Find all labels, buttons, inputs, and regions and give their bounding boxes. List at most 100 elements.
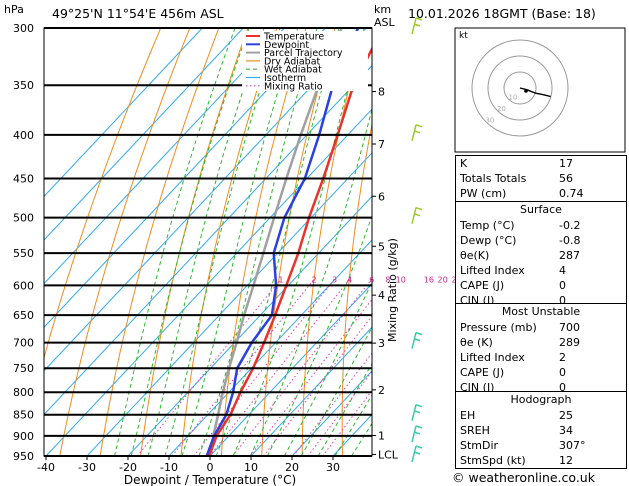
hodograph-unit: kt	[459, 31, 468, 41]
wind-barb-staff	[411, 17, 417, 35]
dry-adiabat-line	[44, 28, 162, 360]
x-tick-label: -20	[119, 461, 137, 474]
wet-adiabat-line	[334, 394, 372, 456]
isotherm-line	[44, 28, 203, 198]
km-tick-label: 5	[378, 240, 385, 253]
legend-entry: Isotherm	[264, 73, 306, 84]
x-axis-label: Dewpoint / Temperature (°C)	[124, 473, 296, 486]
wind-barb-staff	[411, 425, 417, 443]
surface-row: Dewp (°C) -0.8	[456, 233, 626, 248]
wind-barb	[411, 445, 423, 463]
wet-adiabat-line	[147, 28, 265, 456]
wet-adiabat-line	[317, 362, 372, 456]
mixing-ratio-label: 8	[385, 275, 390, 284]
wet-adiabat-line	[181, 28, 299, 456]
unstable-label: Pressure (mb)	[460, 321, 537, 334]
hodograph-label: StmSpd (kt)	[460, 454, 526, 467]
wind-barb-flag	[415, 17, 423, 21]
unstable-value: 0	[559, 381, 566, 394]
pressure-tick-label: 800	[13, 386, 34, 399]
wind-barb-staff	[411, 404, 417, 421]
index-row-totals: Totals Totals 56	[456, 171, 626, 186]
wind-barb-flag	[413, 23, 421, 27]
wind-barb	[411, 17, 423, 35]
pressure-tick-label: 650	[13, 309, 34, 322]
surface-label: Temp (°C)	[460, 219, 515, 232]
unstable-value: 0	[559, 366, 566, 379]
pressure-tick-label: 500	[13, 212, 34, 225]
wet-adiabat-line	[300, 326, 372, 456]
hodograph-ring-label: 10	[508, 94, 517, 102]
mixing-ratio-label: 10	[396, 275, 406, 284]
dry-adiabat-line	[180, 28, 278, 456]
wind-barb-flag	[413, 212, 421, 217]
km-tick-label: 3	[378, 337, 385, 350]
wet-adiabat-line	[283, 280, 372, 456]
mixing-ratio-label: 20	[438, 275, 448, 284]
unstable-value: 289	[559, 336, 580, 349]
wind-barb-flag	[415, 331, 423, 336]
legend-entry: Dewpoint	[264, 40, 309, 51]
wind-barb-staff	[411, 445, 417, 463]
mixing-ratio-label: 1	[278, 275, 283, 284]
wind-barb-flag	[415, 403, 423, 408]
wind-barb-flag	[413, 337, 421, 342]
km-tick-label: LCL	[378, 448, 399, 461]
km-tick-label: 7	[378, 138, 385, 151]
hodograph-title: Hodograph	[510, 393, 572, 406]
wind-barb	[411, 403, 423, 421]
location-title: 49°25'N 11°54'E 456m ASL	[52, 6, 224, 21]
indices-table: K 17 Totals Totals 56 PW (cm) 0.74	[455, 155, 627, 202]
index-tt-value: 56	[559, 172, 573, 185]
unstable-label: θe (K)	[460, 336, 493, 349]
surface-value: -0.8	[559, 234, 581, 247]
mixing-ratio-label: 4	[347, 275, 352, 284]
km-tick-label: 6	[378, 190, 385, 203]
legend-box	[242, 31, 368, 91]
temperature-line	[208, 46, 372, 456]
surface-value: 0	[559, 279, 566, 292]
unstable-row: Pressure (mb) 700	[456, 320, 626, 335]
datetime-title: 10.01.2026 18GMT (Base: 18)	[408, 6, 596, 21]
dry-adiabat-line	[419, 28, 452, 456]
hodograph-ring	[487, 55, 553, 121]
isotherm-line	[44, 28, 326, 329]
index-row-k: K 17	[456, 156, 626, 171]
pressure-tick-label: 550	[13, 247, 34, 260]
wind-barb-flag	[415, 445, 423, 449]
surface-value: 4	[559, 264, 566, 277]
hodograph-table: Hodograph EH 25 SREH 34 StmDir 307° StmSpd (kt…	[455, 391, 627, 469]
dry-adiabat-line	[59, 28, 191, 456]
surface-label: θe(K)	[460, 249, 490, 262]
hodograph-row: EH 25	[456, 408, 626, 423]
unstable-label: CIN (J)	[460, 381, 495, 394]
unstable-row: θe (K) 289	[456, 335, 626, 350]
surface-value: 0	[559, 294, 566, 307]
wet-adiabat-line	[198, 28, 318, 456]
wind-barb	[411, 124, 423, 142]
km-tick-label: 8	[378, 86, 385, 99]
wet-adiabat-line	[249, 106, 372, 456]
legend-entry: Dry Adiabat	[264, 56, 321, 67]
unstable-value: 700	[559, 321, 580, 334]
surface-title: Surface	[520, 203, 562, 216]
wind-barb-staff	[411, 207, 417, 224]
wind-barb-staff	[411, 124, 417, 142]
surface-value: -0.2	[559, 219, 581, 232]
hodograph-row: StmDir 307°	[456, 438, 626, 453]
isotherm-line	[44, 64, 372, 416]
wind-barbs	[411, 17, 423, 463]
pressure-tick-label: 350	[13, 79, 34, 92]
pressure-tick-label: 700	[13, 337, 34, 350]
unstable-row: Lifted Index 2	[456, 350, 626, 365]
asl-axis-label: ASL	[374, 16, 396, 29]
mixing-ratio-label: 2	[312, 275, 317, 284]
x-tick-label: -30	[78, 461, 96, 474]
pressure-tick-label: 400	[13, 129, 34, 142]
hodograph-row: StmSpd (kt) 12	[456, 453, 626, 468]
wind-barb-flag	[413, 451, 421, 455]
hodograph-ring-label: 20	[497, 105, 506, 113]
hodograph-ring	[471, 39, 569, 137]
km-tick-label: 1	[378, 430, 385, 443]
